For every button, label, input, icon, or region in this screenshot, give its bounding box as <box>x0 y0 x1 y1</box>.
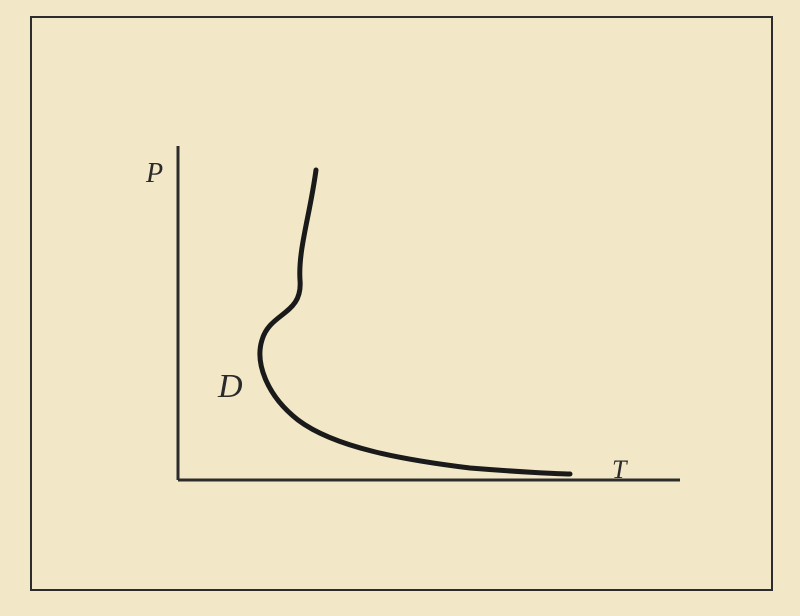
y-axis-label: P <box>146 158 163 190</box>
curve <box>260 170 570 474</box>
x-axis-label: T <box>612 455 626 485</box>
phase-diagram <box>0 0 800 616</box>
region-label: D <box>218 368 243 406</box>
